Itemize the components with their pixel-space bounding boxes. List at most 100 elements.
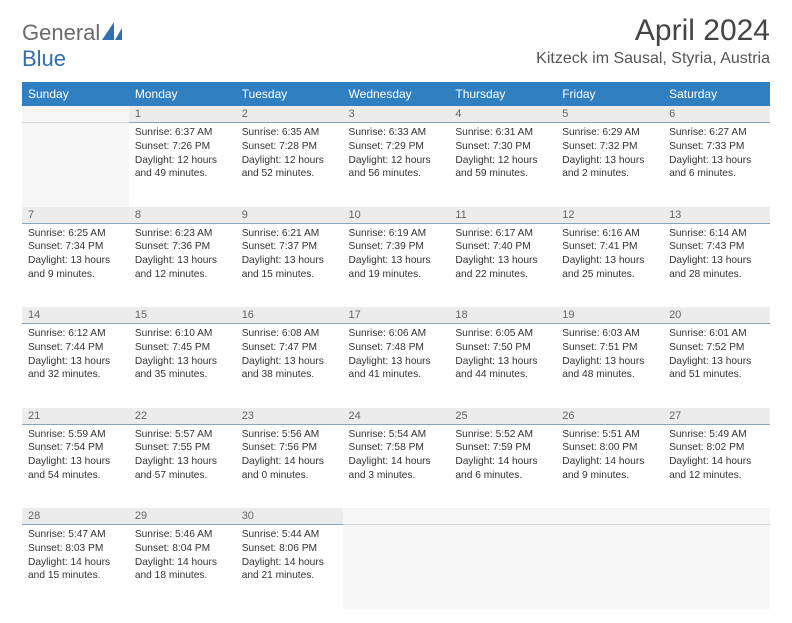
sunrise-text: Sunrise: 6:01 AM xyxy=(669,327,764,341)
day-number-cell: 6 xyxy=(663,106,770,123)
daynum-row: 14151617181920 xyxy=(22,307,770,324)
day-content-cell: Sunrise: 6:01 AMSunset: 7:52 PMDaylight:… xyxy=(663,324,770,408)
header: General Blue April 2024 Kitzeck im Sausa… xyxy=(22,14,770,72)
day-number-cell xyxy=(22,106,129,123)
sunset-text: Sunset: 7:40 PM xyxy=(455,240,550,254)
day-number-cell: 29 xyxy=(129,508,236,525)
daylight-text-2: and 6 minutes. xyxy=(455,469,550,483)
day-number-cell: 18 xyxy=(449,307,556,324)
day-number-cell xyxy=(663,508,770,525)
sunset-text: Sunset: 7:30 PM xyxy=(455,140,550,154)
day-number-cell: 17 xyxy=(343,307,450,324)
sunrise-text: Sunrise: 6:14 AM xyxy=(669,227,764,241)
day-content-cell xyxy=(22,123,129,207)
content-row: Sunrise: 5:59 AMSunset: 7:54 PMDaylight:… xyxy=(22,424,770,508)
day-content-cell: Sunrise: 6:08 AMSunset: 7:47 PMDaylight:… xyxy=(236,324,343,408)
day-number-cell: 26 xyxy=(556,408,663,425)
day-number-cell: 15 xyxy=(129,307,236,324)
day-content-cell xyxy=(449,525,556,609)
sunrise-text: Sunrise: 6:03 AM xyxy=(562,327,657,341)
daylight-text-1: Daylight: 14 hours xyxy=(349,455,444,469)
content-row: Sunrise: 6:37 AMSunset: 7:26 PMDaylight:… xyxy=(22,123,770,207)
sunset-text: Sunset: 7:45 PM xyxy=(135,341,230,355)
logo-sail-icon xyxy=(102,31,122,43)
daylight-text-2: and 38 minutes. xyxy=(242,368,337,382)
sunset-text: Sunset: 7:43 PM xyxy=(669,240,764,254)
day-number-cell: 11 xyxy=(449,207,556,224)
day-content-cell: Sunrise: 6:35 AMSunset: 7:28 PMDaylight:… xyxy=(236,123,343,207)
day-content-cell: Sunrise: 6:33 AMSunset: 7:29 PMDaylight:… xyxy=(343,123,450,207)
sunrise-text: Sunrise: 5:49 AM xyxy=(669,428,764,442)
daylight-text-2: and 48 minutes. xyxy=(562,368,657,382)
sunrise-text: Sunrise: 5:54 AM xyxy=(349,428,444,442)
daynum-row: 78910111213 xyxy=(22,207,770,224)
day-content-cell: Sunrise: 5:57 AMSunset: 7:55 PMDaylight:… xyxy=(129,424,236,508)
sunset-text: Sunset: 7:52 PM xyxy=(669,341,764,355)
day-number-cell xyxy=(449,508,556,525)
sunset-text: Sunset: 7:26 PM xyxy=(135,140,230,154)
sunrise-text: Sunrise: 6:35 AM xyxy=(242,126,337,140)
sunrise-text: Sunrise: 6:21 AM xyxy=(242,227,337,241)
day-content-cell xyxy=(663,525,770,609)
day-content-cell: Sunrise: 5:59 AMSunset: 7:54 PMDaylight:… xyxy=(22,424,129,508)
daylight-text-1: Daylight: 13 hours xyxy=(28,455,123,469)
daylight-text-1: Daylight: 14 hours xyxy=(562,455,657,469)
daylight-text-1: Daylight: 14 hours xyxy=(669,455,764,469)
daylight-text-1: Daylight: 13 hours xyxy=(562,254,657,268)
day-number-cell: 1 xyxy=(129,106,236,123)
daylight-text-1: Daylight: 13 hours xyxy=(349,254,444,268)
sunset-text: Sunset: 8:06 PM xyxy=(242,542,337,556)
day-content-cell: Sunrise: 6:17 AMSunset: 7:40 PMDaylight:… xyxy=(449,223,556,307)
sunrise-text: Sunrise: 5:46 AM xyxy=(135,528,230,542)
daylight-text-2: and 15 minutes. xyxy=(28,569,123,583)
sunset-text: Sunset: 7:51 PM xyxy=(562,341,657,355)
daylight-text-1: Daylight: 12 hours xyxy=(455,154,550,168)
daylight-text-1: Daylight: 14 hours xyxy=(242,556,337,570)
day-content-cell: Sunrise: 6:06 AMSunset: 7:48 PMDaylight:… xyxy=(343,324,450,408)
daylight-text-1: Daylight: 13 hours xyxy=(135,254,230,268)
day-content-cell xyxy=(343,525,450,609)
logo-text-general: General xyxy=(22,20,100,45)
sunrise-text: Sunrise: 6:16 AM xyxy=(562,227,657,241)
day-number-cell: 4 xyxy=(449,106,556,123)
daylight-text-2: and 19 minutes. xyxy=(349,268,444,282)
sunset-text: Sunset: 7:41 PM xyxy=(562,240,657,254)
daylight-text-2: and 18 minutes. xyxy=(135,569,230,583)
sunset-text: Sunset: 7:56 PM xyxy=(242,441,337,455)
logo: General Blue xyxy=(22,20,122,72)
day-content-cell: Sunrise: 6:19 AMSunset: 7:39 PMDaylight:… xyxy=(343,223,450,307)
daylight-text-2: and 28 minutes. xyxy=(669,268,764,282)
day-number-cell xyxy=(556,508,663,525)
weekday-header: Wednesday xyxy=(343,82,450,106)
sunset-text: Sunset: 8:00 PM xyxy=(562,441,657,455)
day-number-cell: 30 xyxy=(236,508,343,525)
daylight-text-2: and 0 minutes. xyxy=(242,469,337,483)
sunset-text: Sunset: 8:02 PM xyxy=(669,441,764,455)
sunset-text: Sunset: 7:29 PM xyxy=(349,140,444,154)
day-content-cell: Sunrise: 5:46 AMSunset: 8:04 PMDaylight:… xyxy=(129,525,236,609)
sunset-text: Sunset: 7:58 PM xyxy=(349,441,444,455)
day-content-cell: Sunrise: 5:47 AMSunset: 8:03 PMDaylight:… xyxy=(22,525,129,609)
daylight-text-1: Daylight: 13 hours xyxy=(349,355,444,369)
weekday-header: Monday xyxy=(129,82,236,106)
day-content-cell: Sunrise: 5:49 AMSunset: 8:02 PMDaylight:… xyxy=(663,424,770,508)
day-content-cell: Sunrise: 6:23 AMSunset: 7:36 PMDaylight:… xyxy=(129,223,236,307)
day-number-cell: 8 xyxy=(129,207,236,224)
day-content-cell: Sunrise: 6:21 AMSunset: 7:37 PMDaylight:… xyxy=(236,223,343,307)
sunset-text: Sunset: 7:44 PM xyxy=(28,341,123,355)
sunset-text: Sunset: 7:33 PM xyxy=(669,140,764,154)
weekday-header: Thursday xyxy=(449,82,556,106)
daylight-text-2: and 41 minutes. xyxy=(349,368,444,382)
daylight-text-1: Daylight: 14 hours xyxy=(135,556,230,570)
daylight-text-1: Daylight: 13 hours xyxy=(242,254,337,268)
sunset-text: Sunset: 7:37 PM xyxy=(242,240,337,254)
content-row: Sunrise: 6:25 AMSunset: 7:34 PMDaylight:… xyxy=(22,223,770,307)
sunrise-text: Sunrise: 6:25 AM xyxy=(28,227,123,241)
sunrise-text: Sunrise: 6:05 AM xyxy=(455,327,550,341)
sunrise-text: Sunrise: 6:08 AM xyxy=(242,327,337,341)
daylight-text-2: and 59 minutes. xyxy=(455,167,550,181)
daynum-row: 123456 xyxy=(22,106,770,123)
day-content-cell: Sunrise: 6:29 AMSunset: 7:32 PMDaylight:… xyxy=(556,123,663,207)
day-content-cell: Sunrise: 6:05 AMSunset: 7:50 PMDaylight:… xyxy=(449,324,556,408)
calendar-table: Sunday Monday Tuesday Wednesday Thursday… xyxy=(22,82,770,609)
